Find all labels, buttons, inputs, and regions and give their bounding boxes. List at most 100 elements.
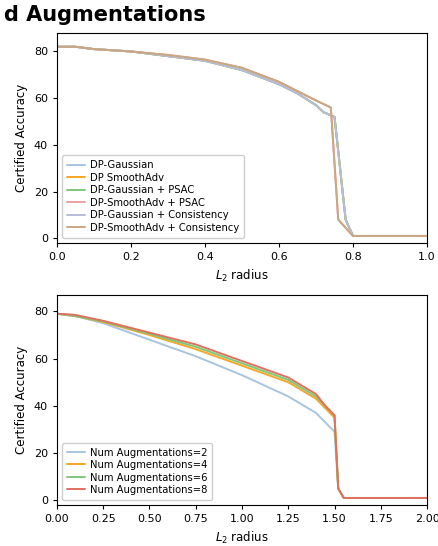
- Num Augmentations=4: [286, 379, 291, 385]
- DP-SmoothAdv + Consistency: [202, 56, 208, 63]
- Num Augmentations=4: [313, 395, 318, 402]
- DP-SmoothAdv + Consistency: [239, 64, 244, 71]
- DP-SmoothAdv + PSAC: [313, 97, 318, 104]
- Line: DP SmoothAdv: DP SmoothAdv: [57, 47, 427, 236]
- DP-Gaussian: [166, 53, 171, 60]
- DP-SmoothAdv + PSAC: [91, 46, 96, 52]
- Num Augmentations=8: [286, 374, 291, 381]
- DP-Gaussian + Consistency: [424, 233, 430, 239]
- DP-Gaussian + Consistency: [321, 109, 326, 115]
- Num Augmentations=4: [323, 405, 328, 412]
- DP-Gaussian + Consistency: [358, 233, 363, 239]
- Num Augmentations=8: [350, 495, 356, 501]
- DP-Gaussian + PSAC: [350, 233, 356, 239]
- DP SmoothAdv: [128, 48, 134, 55]
- DP-Gaussian + PSAC: [321, 109, 326, 115]
- DP-Gaussian + PSAC: [276, 81, 282, 87]
- X-axis label: $L_2$ radius: $L_2$ radius: [215, 530, 269, 546]
- Num Augmentations=6: [73, 313, 78, 319]
- Legend: Num Augmentations=2, Num Augmentations=4, Num Augmentations=6, Num Augmentations: Num Augmentations=2, Num Augmentations=4…: [62, 443, 212, 500]
- DP-Gaussian: [313, 102, 318, 109]
- DP-Gaussian: [54, 44, 60, 50]
- DP SmoothAdv: [350, 233, 356, 239]
- DP SmoothAdv: [332, 114, 337, 120]
- Num Augmentations=2: [332, 429, 337, 435]
- Num Augmentations=6: [323, 402, 328, 409]
- DP-Gaussian + Consistency: [239, 67, 244, 73]
- Num Augmentations=6: [193, 343, 198, 350]
- Line: Num Augmentations=2: Num Augmentations=2: [57, 314, 427, 498]
- Num Augmentations=6: [313, 393, 318, 400]
- DP-Gaussian: [202, 57, 208, 64]
- DP-Gaussian + PSAC: [202, 57, 208, 64]
- DP SmoothAdv: [239, 67, 244, 73]
- DP-Gaussian + PSAC: [166, 53, 171, 60]
- Num Augmentations=2: [424, 495, 430, 501]
- DP-Gaussian + PSAC: [295, 90, 300, 97]
- Num Augmentations=6: [286, 377, 291, 383]
- Line: DP-SmoothAdv + PSAC: DP-SmoothAdv + PSAC: [57, 47, 427, 236]
- Num Augmentations=2: [64, 312, 69, 318]
- DP-SmoothAdv + PSAC: [424, 233, 430, 239]
- Num Augmentations=8: [147, 329, 152, 336]
- DP-SmoothAdv + Consistency: [336, 216, 341, 223]
- DP-Gaussian: [295, 90, 300, 97]
- Num Augmentations=2: [54, 311, 60, 317]
- Num Augmentations=8: [424, 495, 430, 501]
- Num Augmentations=4: [332, 414, 337, 421]
- Num Augmentations=8: [313, 391, 318, 397]
- DP-SmoothAdv + Consistency: [166, 52, 171, 58]
- DP-SmoothAdv + PSAC: [350, 233, 356, 239]
- Num Augmentations=2: [193, 353, 198, 359]
- DP-Gaussian + PSAC: [54, 44, 60, 50]
- Legend: DP-Gaussian, DP SmoothAdv, DP-Gaussian + PSAC, DP-SmoothAdv + PSAC, DP-Gaussian : DP-Gaussian, DP SmoothAdv, DP-Gaussian +…: [62, 156, 244, 238]
- DP-SmoothAdv + PSAC: [276, 79, 282, 85]
- DP-SmoothAdv + Consistency: [328, 104, 333, 111]
- DP SmoothAdv: [202, 57, 208, 64]
- DP SmoothAdv: [166, 53, 171, 60]
- Num Augmentations=4: [239, 363, 244, 369]
- DP-SmoothAdv + PSAC: [73, 44, 78, 50]
- DP-SmoothAdv + Consistency: [350, 233, 356, 239]
- Num Augmentations=6: [424, 495, 430, 501]
- Num Augmentations=8: [239, 358, 244, 364]
- Line: Num Augmentations=4: Num Augmentations=4: [57, 314, 427, 498]
- Text: d Augmentations: d Augmentations: [4, 5, 206, 26]
- Num Augmentations=8: [341, 495, 346, 501]
- DP-Gaussian + PSAC: [239, 67, 244, 73]
- DP SmoothAdv: [91, 46, 96, 52]
- Num Augmentations=2: [147, 336, 152, 343]
- Num Augmentations=8: [193, 341, 198, 348]
- Num Augmentations=4: [147, 332, 152, 339]
- Line: Num Augmentations=6: Num Augmentations=6: [57, 314, 427, 498]
- Num Augmentations=2: [350, 495, 356, 501]
- Num Augmentations=2: [101, 320, 106, 327]
- Y-axis label: Certified Accuracy: Certified Accuracy: [15, 84, 28, 192]
- Num Augmentations=6: [101, 318, 106, 324]
- DP-SmoothAdv + PSAC: [358, 233, 363, 239]
- DP-Gaussian + Consistency: [202, 57, 208, 64]
- Num Augmentations=8: [336, 485, 341, 492]
- DP-Gaussian + Consistency: [313, 102, 318, 109]
- DP SmoothAdv: [321, 109, 326, 115]
- DP-SmoothAdv + Consistency: [91, 46, 96, 52]
- DP-SmoothAdv + Consistency: [295, 88, 300, 94]
- DP-Gaussian + PSAC: [91, 46, 96, 52]
- Num Augmentations=6: [239, 360, 244, 366]
- Num Augmentations=6: [147, 330, 152, 337]
- DP-SmoothAdv + PSAC: [128, 48, 134, 55]
- DP-Gaussian + Consistency: [276, 81, 282, 87]
- Num Augmentations=2: [323, 419, 328, 426]
- Num Augmentations=4: [341, 495, 346, 501]
- DP-SmoothAdv + PSAC: [328, 104, 333, 111]
- DP SmoothAdv: [358, 233, 363, 239]
- Num Augmentations=2: [286, 393, 291, 400]
- DP-SmoothAdv + Consistency: [276, 79, 282, 85]
- Num Augmentations=4: [101, 319, 106, 325]
- DP-Gaussian: [276, 81, 282, 87]
- Num Augmentations=4: [336, 485, 341, 492]
- DP-SmoothAdv + Consistency: [54, 44, 60, 50]
- Num Augmentations=6: [341, 495, 346, 501]
- Num Augmentations=4: [54, 311, 60, 317]
- DP-Gaussian + Consistency: [350, 233, 356, 239]
